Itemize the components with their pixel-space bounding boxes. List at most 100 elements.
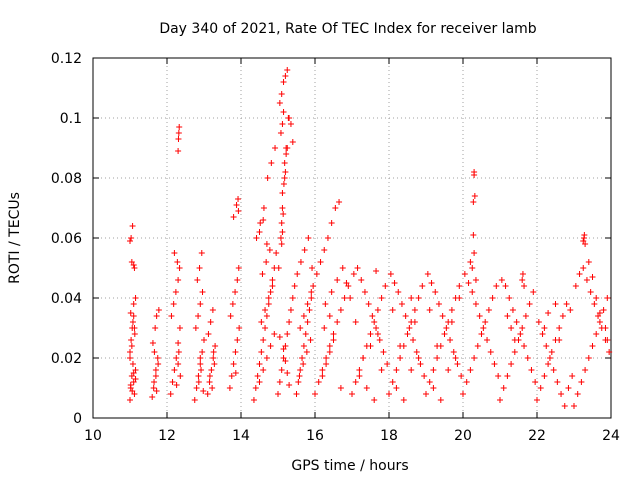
data-point bbox=[524, 355, 531, 361]
data-point bbox=[539, 331, 546, 337]
data-point bbox=[169, 379, 176, 385]
data-point bbox=[278, 367, 285, 373]
data-point bbox=[373, 325, 380, 331]
plot-frame bbox=[92, 57, 612, 419]
data-point bbox=[294, 271, 301, 277]
data-point bbox=[286, 115, 293, 121]
data-point bbox=[354, 265, 361, 271]
data-point bbox=[173, 382, 180, 388]
data-point bbox=[128, 235, 135, 241]
data-point bbox=[389, 379, 396, 385]
data-point bbox=[176, 124, 183, 130]
data-point bbox=[197, 361, 204, 367]
data-point bbox=[352, 379, 359, 385]
data-point bbox=[545, 361, 552, 367]
data-point bbox=[284, 145, 291, 151]
data-point bbox=[267, 289, 274, 295]
data-point bbox=[467, 259, 474, 265]
data-point bbox=[308, 295, 315, 301]
data-point bbox=[262, 307, 269, 313]
data-point bbox=[461, 271, 468, 277]
data-point bbox=[205, 331, 212, 337]
data-point bbox=[393, 385, 400, 391]
data-point bbox=[128, 337, 135, 343]
data-point bbox=[258, 349, 265, 355]
data-point bbox=[491, 361, 498, 367]
data-point bbox=[565, 385, 572, 391]
data-point bbox=[408, 295, 415, 301]
data-point bbox=[458, 373, 465, 379]
data-point bbox=[521, 343, 528, 349]
data-point bbox=[332, 205, 339, 211]
data-point bbox=[299, 355, 306, 361]
data-point bbox=[580, 265, 587, 271]
data-point bbox=[367, 343, 374, 349]
data-point bbox=[172, 289, 179, 295]
data-point bbox=[356, 367, 363, 373]
data-point bbox=[265, 301, 272, 307]
data-point bbox=[175, 349, 182, 355]
data-point bbox=[413, 349, 420, 355]
data-point bbox=[411, 319, 418, 325]
data-point bbox=[395, 289, 402, 295]
data-point bbox=[209, 307, 216, 313]
data-point bbox=[581, 232, 588, 238]
data-point bbox=[154, 355, 161, 361]
x-tick-label: 18 bbox=[380, 428, 398, 444]
data-point bbox=[289, 295, 296, 301]
data-point bbox=[194, 277, 201, 283]
data-point bbox=[541, 373, 548, 379]
data-point bbox=[361, 289, 368, 295]
data-point bbox=[263, 259, 270, 265]
data-point bbox=[530, 289, 537, 295]
data-point bbox=[541, 325, 548, 331]
data-point bbox=[545, 310, 552, 316]
data-point bbox=[480, 325, 487, 331]
data-point bbox=[508, 361, 515, 367]
data-point bbox=[382, 283, 389, 289]
data-point bbox=[441, 331, 448, 337]
data-points bbox=[127, 67, 613, 409]
data-point bbox=[508, 325, 515, 331]
data-point bbox=[415, 355, 422, 361]
data-point bbox=[498, 277, 505, 283]
data-point bbox=[469, 289, 476, 295]
data-point bbox=[307, 337, 314, 343]
data-point bbox=[543, 343, 550, 349]
data-point bbox=[454, 361, 461, 367]
data-point bbox=[198, 250, 205, 256]
data-point bbox=[175, 340, 182, 346]
y-tick-label: 0.02 bbox=[51, 351, 82, 367]
data-point bbox=[585, 355, 592, 361]
data-point bbox=[208, 367, 215, 373]
data-point bbox=[253, 235, 260, 241]
data-point bbox=[337, 307, 344, 313]
data-point bbox=[153, 313, 160, 319]
y-tick-label: 0 bbox=[73, 411, 82, 427]
data-point bbox=[152, 367, 159, 373]
data-point bbox=[272, 145, 279, 151]
x-tick-label: 20 bbox=[454, 428, 472, 444]
data-point bbox=[170, 301, 177, 307]
data-point bbox=[341, 295, 348, 301]
data-point bbox=[374, 307, 381, 313]
data-point bbox=[175, 277, 182, 283]
data-point bbox=[347, 295, 354, 301]
data-point bbox=[192, 325, 199, 331]
data-point bbox=[300, 361, 307, 367]
data-point bbox=[336, 199, 343, 205]
data-point bbox=[278, 220, 285, 226]
data-point bbox=[593, 331, 600, 337]
y-tick-label: 0.04 bbox=[51, 291, 82, 307]
data-point bbox=[284, 370, 291, 376]
data-point bbox=[378, 295, 385, 301]
data-point bbox=[287, 307, 294, 313]
data-point bbox=[230, 361, 237, 367]
data-point bbox=[583, 277, 590, 283]
data-point bbox=[264, 175, 271, 181]
data-point bbox=[432, 289, 439, 295]
data-point bbox=[456, 295, 463, 301]
data-point bbox=[210, 355, 217, 361]
data-point bbox=[260, 217, 267, 223]
data-point bbox=[176, 265, 183, 271]
